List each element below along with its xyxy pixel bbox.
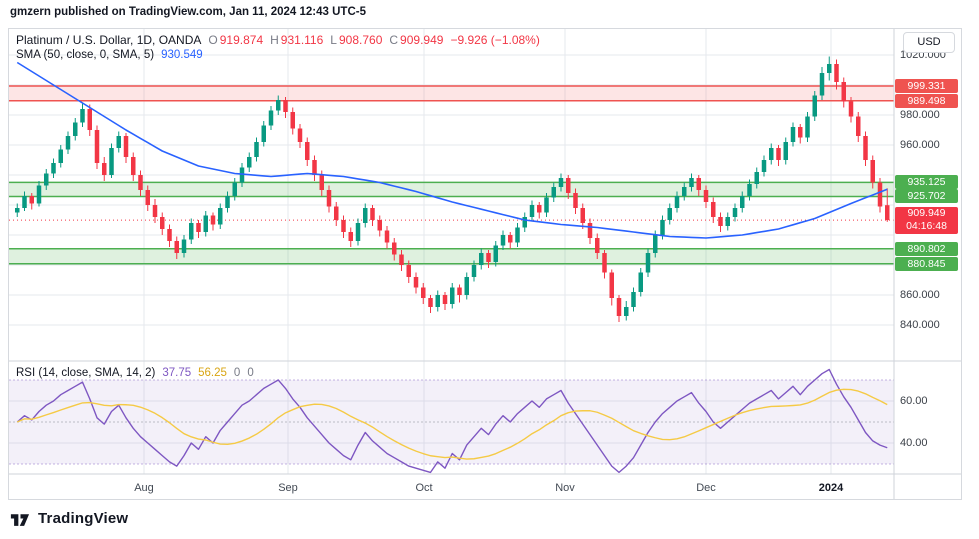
currency-toggle-button[interactable]: USD [903, 32, 955, 53]
price-level-badge: 935.125 [895, 175, 958, 190]
price-level-badge: 989.498 [895, 93, 958, 108]
pane-separators [9, 29, 961, 499]
tradingview-logo-icon [10, 513, 30, 526]
tradingview-branding[interactable]: TradingView [10, 510, 128, 527]
ohlc-values: O 919.874 H 931.116 L 908.760 C 909.949 [201, 33, 443, 47]
rsi-label: RSI (14, close, SMA, 14, 2) [16, 367, 156, 379]
time-axis-label: Oct [415, 482, 433, 494]
rsi-axis-label: 40.00 [900, 437, 928, 449]
ohlc-field-key: L [330, 33, 337, 47]
price-axis-label: 980.000 [900, 109, 940, 121]
price-level-badge: 880.845 [895, 256, 958, 271]
symbol-legend[interactable]: Platinum / U.S. Dollar, 1D, OANDA O 919.87… [16, 33, 540, 47]
rsi-legend-value: 56.25 [198, 367, 227, 379]
price-axis-label: 840.000 [900, 319, 940, 331]
ohlc-field-value: 931.116 [280, 33, 324, 47]
last-price-value: 909.949 [907, 207, 946, 220]
publish-info: gmzern published on TradingView.com, Jan… [10, 6, 366, 18]
ohlc-field-value: 908.760 [338, 33, 383, 47]
price-zones-layer [9, 85, 894, 265]
brand-wordmark: TradingView [38, 510, 129, 527]
bar-close-countdown: 04:16:48 [906, 220, 947, 233]
rsi-ma-line [16, 388, 888, 460]
time-axis-label: Sep [278, 482, 298, 494]
chart-frame: Platinum / U.S. Dollar, 1D, OANDA O 919.87… [8, 28, 962, 500]
rsi-line [16, 368, 888, 474]
sma-value: 930.549 [161, 49, 203, 61]
time-axis-label: Dec [696, 482, 716, 494]
price-axis[interactable]: USD 1020.000 980.000 960.000 860.000 840.000… [894, 29, 961, 499]
candles-layer [15, 56, 890, 322]
rsi-axis-label: 60.00 [900, 395, 928, 407]
price-axis-label: 860.000 [900, 289, 940, 301]
price-axis-label: 960.000 [900, 139, 940, 151]
change-value: −9.926 (−1.08%) [450, 33, 540, 47]
time-axis-label: 2024 [818, 482, 844, 494]
rsi-legend[interactable]: RSI (14, close, SMA, 14, 2) 37.75 56.25 0 0 [16, 367, 254, 379]
rsi-values: 37.75 56.25 0 0 [155, 367, 253, 379]
grid-layer [9, 29, 894, 474]
sma-line [16, 61, 888, 239]
rsi-band [9, 379, 894, 465]
ohlc-field-key: C [389, 33, 399, 47]
time-axis[interactable]: Aug Sep Oct Nov Dec 2024 [9, 474, 894, 500]
ohlc-field-key: H [270, 33, 279, 47]
time-axis-label: Nov [555, 482, 575, 494]
rsi-legend-value: 37.75 [162, 367, 192, 379]
sma-legend[interactable]: SMA (50, close, 0, SMA, 5) 930.549 [16, 49, 203, 61]
rsi-legend-value: 0 [247, 367, 254, 379]
sma-label: SMA (50, close, 0, SMA, 5) [16, 49, 155, 61]
price-level-badge: 890.802 [895, 241, 958, 256]
rsi-legend-value: 0 [233, 367, 241, 379]
ohlc-field-key: O [208, 33, 218, 47]
ohlc-field-value: 909.949 [400, 33, 444, 47]
symbol-title: Platinum / U.S. Dollar, 1D, OANDA [16, 33, 202, 47]
chart-canvas[interactable] [9, 29, 961, 499]
last-price-badge: 909.949 04:16:48 [895, 207, 958, 235]
price-level-badge: 999.331 [895, 79, 958, 93]
time-axis-label: Aug [134, 482, 154, 494]
ohlc-field-value: 919.874 [219, 33, 264, 47]
price-level-badge: 925.702 [895, 189, 958, 204]
